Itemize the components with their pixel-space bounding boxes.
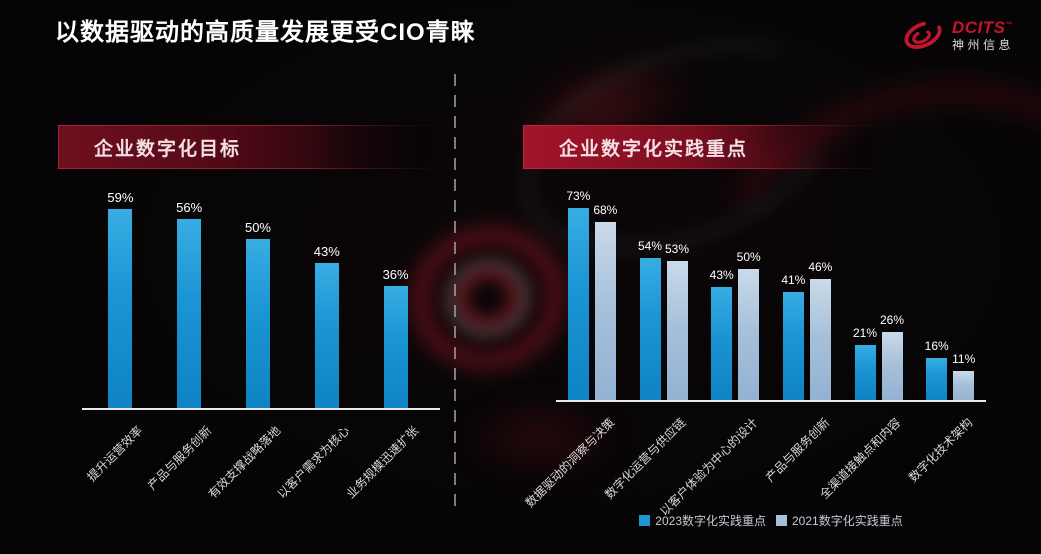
bar-group: 21% 26% bbox=[843, 313, 915, 400]
bar: 56% bbox=[176, 200, 202, 408]
vertical-dashed-divider bbox=[454, 74, 456, 508]
trademark-symbol: ™ bbox=[1005, 21, 1013, 29]
bar-value-label: 16% bbox=[924, 339, 949, 353]
bar-value-label: 56% bbox=[176, 199, 203, 215]
practices-panel-header-label: 企业数字化实践重点 bbox=[559, 138, 749, 160]
bar: 41% bbox=[781, 273, 805, 400]
axis-category-label: 提升运营效率 bbox=[84, 423, 146, 485]
bar: 73% bbox=[566, 189, 590, 400]
bar-group: 59% bbox=[86, 190, 155, 408]
bar: 50% bbox=[245, 220, 271, 408]
bar: 43% bbox=[710, 268, 734, 400]
bar: 36% bbox=[383, 267, 409, 408]
axis-category-label: 产品与服务创新 bbox=[762, 415, 833, 485]
bar: 16% bbox=[925, 339, 949, 400]
axis-category-label: 产品与服务创新 bbox=[145, 423, 215, 493]
x-axis-baseline bbox=[556, 400, 986, 402]
legend-item-2023: 2023数字化实践重点 bbox=[639, 512, 766, 529]
bar: 50% bbox=[737, 250, 761, 400]
page-title: 以数据驱动的高质量发展更受CIO青睐 bbox=[55, 19, 476, 46]
bar-value-label: 43% bbox=[313, 243, 340, 259]
background-red-blob-top bbox=[452, 0, 754, 217]
bar: 68% bbox=[593, 203, 617, 400]
bar-group: 73% 68% bbox=[556, 189, 628, 400]
bar: 54% bbox=[638, 239, 662, 400]
legend-swatch-2021 bbox=[776, 515, 787, 526]
axis-category-label: 以客户需求为核心 bbox=[274, 423, 353, 502]
bar-value-label: 11% bbox=[952, 352, 976, 367]
chart-legend: 2023数字化实践重点 2021数字化实践重点 bbox=[556, 512, 986, 529]
bar: 53% bbox=[665, 242, 689, 400]
bar: 59% bbox=[107, 190, 133, 408]
bar-group: 50% bbox=[224, 220, 293, 408]
bar-value-label: 43% bbox=[709, 268, 734, 283]
logo-company-name: 神州信息 bbox=[952, 37, 1015, 52]
bar-group: 54% 53% bbox=[628, 239, 700, 400]
bar-value-label: 41% bbox=[781, 273, 806, 288]
logo-text: DCITS™ 神州信息 bbox=[952, 17, 1015, 52]
bar-value-label: 59% bbox=[107, 189, 134, 205]
bar-value-label: 50% bbox=[736, 249, 761, 264]
bar-value-label: 46% bbox=[808, 260, 833, 275]
x-axis-baseline bbox=[82, 408, 440, 410]
practices-panel-header: 企业数字化实践重点 bbox=[523, 125, 895, 169]
legend-label-2021: 2021数字化实践重点 bbox=[792, 514, 903, 528]
digital-practices-bar-chart: 73% 68% 54% 53% 43% 50% 41% 46% 21% 26% 16% 11% 数据驱… bbox=[522, 189, 986, 519]
bar-group: 36% bbox=[361, 267, 430, 408]
bar: 26% bbox=[880, 313, 904, 400]
chart-plot-area: 73% 68% 54% 53% 43% 50% 41% 46% 21% 26% 16% 11% bbox=[556, 189, 986, 400]
legend-item-2021: 2021数字化实践重点 bbox=[776, 512, 903, 529]
axis-category-label: 数据驱动的洞察与决策 bbox=[522, 415, 618, 511]
bar-value-label: 73% bbox=[566, 189, 591, 204]
legend-label-2023: 2023数字化实践重点 bbox=[655, 514, 766, 528]
bar-value-label: 36% bbox=[382, 267, 409, 283]
bar-group: 41% 46% bbox=[771, 260, 843, 400]
axis-category-label: 有效支撑战略落地 bbox=[205, 423, 284, 502]
bar-group: 16% 11% bbox=[914, 339, 986, 400]
digital-goals-bar-chart: 59% 56% 50% 43% 36% 提升运营效率 产品与服务创新 有效支撑战略落地 以客户… bbox=[82, 190, 440, 501]
legend-swatch-2023 bbox=[639, 515, 651, 526]
bar-value-label: 50% bbox=[244, 220, 271, 235]
bar: 21% bbox=[853, 326, 877, 400]
axis-category-label: 数字化技术架构 bbox=[906, 415, 976, 485]
logo-brand: DCITS™ bbox=[952, 17, 1013, 37]
bar: 43% bbox=[314, 244, 340, 408]
bar-group: 56% bbox=[155, 200, 224, 408]
bar-group: 43% 50% bbox=[699, 250, 771, 400]
goals-panel-header: 企业数字化目标 bbox=[58, 125, 454, 169]
axis-category-label: 业务规模迅速扩张 bbox=[343, 423, 421, 502]
bar-value-label: 54% bbox=[637, 239, 663, 254]
bar-group: 43% bbox=[292, 244, 361, 408]
goals-panel-header-label: 企业数字化目标 bbox=[94, 138, 242, 160]
bar: 11% bbox=[952, 352, 975, 400]
bar-value-label: 53% bbox=[664, 241, 690, 256]
bar-value-label: 21% bbox=[853, 325, 878, 340]
swoosh-icon bbox=[904, 21, 942, 49]
bar: 46% bbox=[808, 260, 832, 400]
bar-value-label: 26% bbox=[880, 312, 905, 327]
chart-plot-area: 59% 56% 50% 43% 36% bbox=[86, 190, 430, 408]
company-logo: DCITS™ 神州信息 bbox=[898, 8, 1038, 62]
bar-value-label: 68% bbox=[593, 202, 618, 217]
